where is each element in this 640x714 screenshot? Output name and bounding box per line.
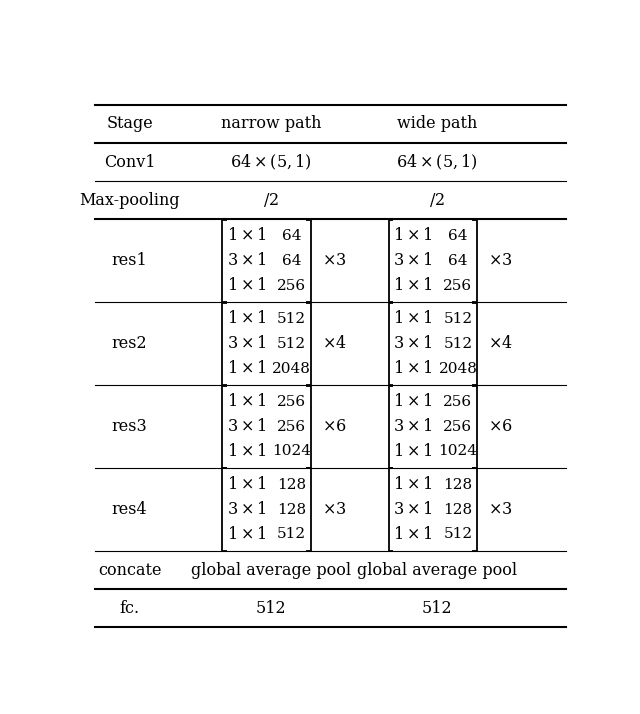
Text: Stage: Stage [106,116,153,133]
Text: 256: 256 [277,420,307,433]
Text: $1\times 1$: $1\times 1$ [227,227,267,244]
Text: Max-pooling: Max-pooling [79,191,180,208]
Text: 512: 512 [277,528,307,541]
Text: $\times 6$: $\times 6$ [322,418,347,435]
Text: 128: 128 [444,503,472,516]
Text: 64: 64 [282,253,301,268]
Text: $/2$: $/2$ [263,191,279,209]
Text: $\times 3$: $\times 3$ [322,252,347,269]
Text: $1\times 1$: $1\times 1$ [394,393,433,411]
Text: 128: 128 [277,478,307,492]
Text: $1\times 1$: $1\times 1$ [227,311,267,327]
Text: wide path: wide path [397,116,477,133]
Text: narrow path: narrow path [221,116,321,133]
Text: fc.: fc. [120,600,140,617]
Text: $3\times 1$: $3\times 1$ [227,501,267,518]
Text: global average pool: global average pool [357,562,517,578]
Text: $1\times 1$: $1\times 1$ [394,277,433,294]
Text: $3\times 1$: $3\times 1$ [394,418,433,435]
Text: 64: 64 [448,228,468,243]
Text: $\times 4$: $\times 4$ [488,335,513,352]
Text: 64: 64 [282,228,301,243]
Text: $/2$: $/2$ [429,191,445,209]
Text: $1\times 1$: $1\times 1$ [227,476,267,493]
Text: res4: res4 [112,501,147,518]
Text: $1\times 1$: $1\times 1$ [227,360,267,377]
Text: 128: 128 [444,478,472,492]
Text: 512: 512 [422,600,452,617]
Text: $1\times 1$: $1\times 1$ [394,526,433,543]
Text: $1\times 1$: $1\times 1$ [394,360,433,377]
Text: $3\times 1$: $3\times 1$ [394,501,433,518]
Text: $1\times 1$: $1\times 1$ [394,311,433,327]
Text: $\times 3$: $\times 3$ [322,501,347,518]
Text: 512: 512 [444,528,472,541]
Text: res2: res2 [112,335,147,352]
Text: $1\times 1$: $1\times 1$ [394,476,433,493]
Text: 128: 128 [277,503,307,516]
Text: 1024: 1024 [438,445,477,458]
Text: $3\times 1$: $3\times 1$ [394,252,433,269]
Text: concate: concate [98,562,161,578]
Text: 2048: 2048 [438,361,477,376]
Text: 512: 512 [444,336,472,351]
Text: res1: res1 [112,252,147,269]
Text: 512: 512 [255,600,286,617]
Text: 1024: 1024 [272,445,311,458]
Text: $\times 4$: $\times 4$ [322,335,347,352]
Text: 2048: 2048 [273,361,311,376]
Text: $1\times 1$: $1\times 1$ [394,443,433,460]
Text: 256: 256 [277,278,307,293]
Text: 512: 512 [277,312,307,326]
Text: $1\times 1$: $1\times 1$ [227,393,267,411]
Text: 256: 256 [444,278,472,293]
Text: $\times 6$: $\times 6$ [488,418,513,435]
Text: $1\times 1$: $1\times 1$ [227,526,267,543]
Text: $64 \times (5,1)$: $64 \times (5,1)$ [396,153,478,171]
Text: $\times 3$: $\times 3$ [488,501,513,518]
Text: $3\times 1$: $3\times 1$ [227,252,267,269]
Text: 512: 512 [277,336,307,351]
Text: $3\times 1$: $3\times 1$ [227,335,267,352]
Text: res3: res3 [112,418,147,435]
Text: $3\times 1$: $3\times 1$ [394,335,433,352]
Text: $1\times 1$: $1\times 1$ [227,277,267,294]
Text: 512: 512 [444,312,472,326]
Text: Conv1: Conv1 [104,154,156,171]
Text: $1\times 1$: $1\times 1$ [394,227,433,244]
Text: 256: 256 [444,420,472,433]
Text: $3\times 1$: $3\times 1$ [227,418,267,435]
Text: 64: 64 [448,253,468,268]
Text: 256: 256 [277,395,307,408]
Text: $\times 3$: $\times 3$ [488,252,513,269]
Text: $1\times 1$: $1\times 1$ [227,443,267,460]
Text: 256: 256 [444,395,472,408]
Text: global average pool: global average pool [191,562,351,578]
Text: $64 \times (5,1)$: $64 \times (5,1)$ [230,153,312,171]
